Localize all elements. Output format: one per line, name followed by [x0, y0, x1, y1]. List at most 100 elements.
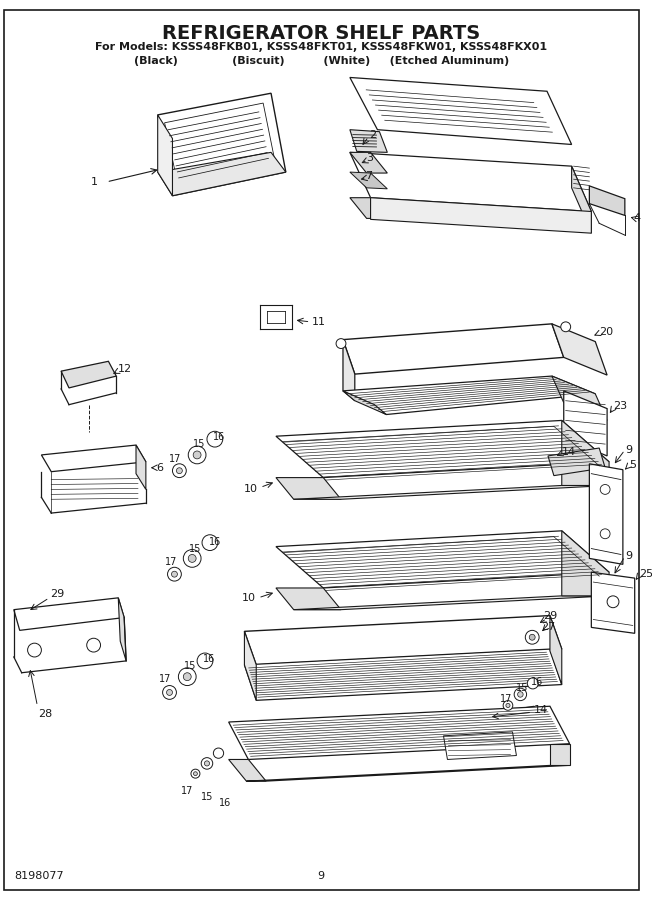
Text: 11: 11: [312, 317, 326, 327]
Text: 14: 14: [534, 706, 548, 716]
Polygon shape: [564, 391, 607, 456]
Text: 15: 15: [201, 792, 213, 802]
Polygon shape: [350, 152, 387, 173]
Polygon shape: [562, 420, 609, 485]
Polygon shape: [589, 464, 623, 564]
Text: 2: 2: [369, 130, 376, 140]
Text: 15: 15: [184, 661, 196, 670]
Text: 9: 9: [625, 445, 632, 455]
Text: 17: 17: [181, 786, 194, 796]
Text: 16: 16: [213, 432, 225, 442]
Text: 15: 15: [516, 682, 529, 692]
Polygon shape: [350, 198, 387, 219]
Circle shape: [600, 529, 610, 539]
Text: 17: 17: [166, 557, 178, 567]
Text: 16: 16: [203, 654, 215, 664]
Text: For Models: KSSS48FKB01, KSSS48FKT01, KSSS48FKW01, KSSS48FKX01: For Models: KSSS48FKB01, KSSS48FKT01, KS…: [95, 42, 548, 52]
Polygon shape: [370, 198, 591, 233]
Polygon shape: [562, 531, 609, 596]
Polygon shape: [14, 598, 124, 630]
Circle shape: [213, 748, 224, 759]
Circle shape: [173, 464, 186, 478]
Circle shape: [87, 638, 100, 652]
Text: 16: 16: [531, 677, 543, 687]
Circle shape: [191, 770, 200, 778]
Polygon shape: [572, 166, 591, 233]
Circle shape: [527, 678, 539, 688]
Polygon shape: [343, 339, 355, 400]
Polygon shape: [276, 531, 609, 588]
Circle shape: [202, 535, 218, 551]
Circle shape: [162, 686, 177, 699]
Circle shape: [600, 484, 610, 494]
Text: 9: 9: [625, 552, 632, 562]
Circle shape: [168, 567, 181, 581]
Polygon shape: [343, 376, 595, 415]
Circle shape: [194, 771, 198, 776]
Text: 25: 25: [639, 569, 652, 580]
Polygon shape: [136, 446, 146, 490]
Polygon shape: [246, 765, 570, 781]
Circle shape: [166, 689, 173, 696]
Text: 17: 17: [170, 454, 182, 464]
Polygon shape: [350, 172, 387, 189]
Polygon shape: [244, 649, 562, 700]
Polygon shape: [244, 616, 562, 665]
Polygon shape: [276, 420, 609, 478]
Circle shape: [205, 760, 209, 766]
Polygon shape: [548, 448, 605, 475]
Text: 1: 1: [91, 177, 98, 187]
Circle shape: [27, 644, 41, 657]
Circle shape: [207, 431, 223, 447]
Text: 27: 27: [541, 623, 555, 633]
Text: 10: 10: [244, 484, 258, 494]
Polygon shape: [118, 598, 126, 661]
Text: 17: 17: [500, 694, 512, 705]
Polygon shape: [552, 376, 607, 420]
Text: 6: 6: [156, 463, 163, 473]
Circle shape: [197, 653, 213, 669]
Text: 23: 23: [613, 400, 627, 410]
Circle shape: [179, 668, 196, 686]
Circle shape: [336, 338, 346, 348]
Circle shape: [526, 630, 539, 644]
Text: 16: 16: [209, 536, 221, 546]
Polygon shape: [293, 485, 609, 500]
Text: 12: 12: [118, 364, 132, 374]
Text: 5: 5: [629, 460, 636, 470]
Text: 14: 14: [562, 447, 576, 457]
Text: 9: 9: [318, 871, 325, 881]
Polygon shape: [483, 706, 540, 733]
Polygon shape: [350, 77, 572, 145]
Polygon shape: [350, 152, 591, 212]
Polygon shape: [591, 572, 634, 634]
Polygon shape: [244, 631, 256, 700]
Text: 3: 3: [366, 153, 373, 163]
Polygon shape: [276, 478, 341, 500]
Polygon shape: [276, 588, 341, 609]
Text: 8198077: 8198077: [14, 871, 63, 881]
Polygon shape: [229, 706, 570, 760]
Polygon shape: [61, 361, 116, 388]
Polygon shape: [158, 152, 286, 195]
Polygon shape: [164, 104, 276, 187]
Polygon shape: [343, 391, 387, 415]
Circle shape: [529, 634, 535, 640]
Circle shape: [201, 758, 213, 770]
Text: 10: 10: [241, 593, 256, 603]
Polygon shape: [443, 732, 516, 760]
Text: 7: 7: [365, 171, 372, 181]
Text: 15: 15: [193, 439, 205, 449]
Text: REFRIGERATOR SHELF PARTS: REFRIGERATOR SHELF PARTS: [162, 24, 481, 43]
Circle shape: [183, 672, 191, 680]
Text: 28: 28: [38, 709, 52, 719]
Circle shape: [518, 692, 523, 698]
Polygon shape: [41, 446, 146, 472]
Circle shape: [177, 468, 183, 473]
Polygon shape: [229, 760, 266, 781]
Text: 16: 16: [218, 797, 231, 808]
Text: 15: 15: [189, 544, 201, 554]
Text: 29: 29: [50, 589, 65, 598]
Text: 20: 20: [599, 327, 614, 337]
Circle shape: [188, 446, 206, 464]
